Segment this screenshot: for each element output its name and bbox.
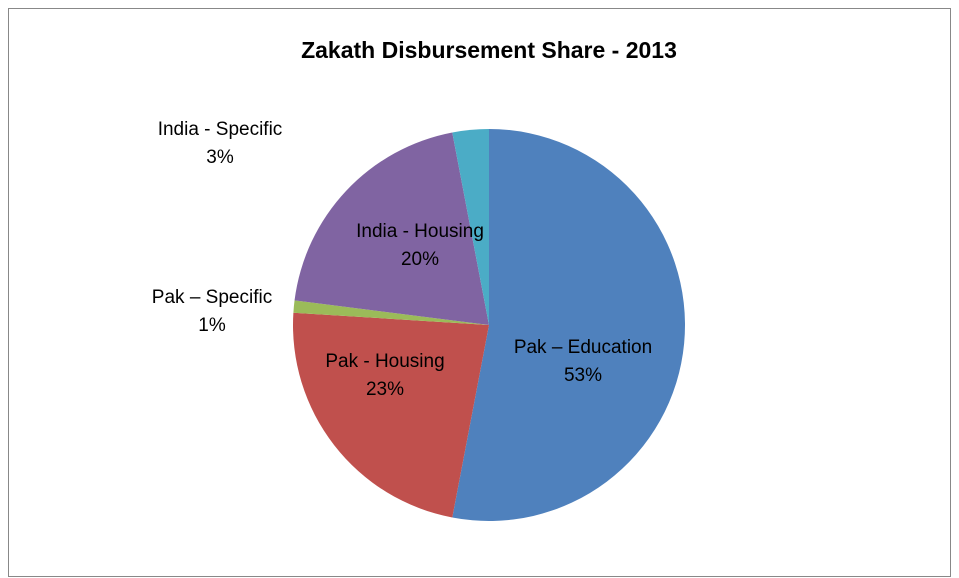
- pie-slice: [293, 312, 489, 518]
- slice-value-label: 3%: [206, 147, 234, 168]
- chart-title: Zakath Disbursement Share - 2013: [301, 37, 677, 63]
- slice-category-label: Pak – Education: [514, 337, 652, 358]
- slice-value-label: 23%: [366, 379, 404, 400]
- pie-slice: [293, 300, 489, 325]
- slice-value-label: 53%: [564, 365, 602, 386]
- slice-value-label: 1%: [198, 315, 226, 336]
- pie-slice: [452, 129, 489, 325]
- slice-category-label: India - Specific: [158, 119, 283, 140]
- slice-category-label: India - Housing: [356, 221, 484, 242]
- slice-category-label: Pak – Specific: [152, 287, 272, 308]
- slice-category-label: Pak - Housing: [325, 351, 444, 372]
- pie-slice: [294, 132, 489, 325]
- slice-value-label: 20%: [401, 249, 439, 270]
- pie-slice: [452, 129, 685, 522]
